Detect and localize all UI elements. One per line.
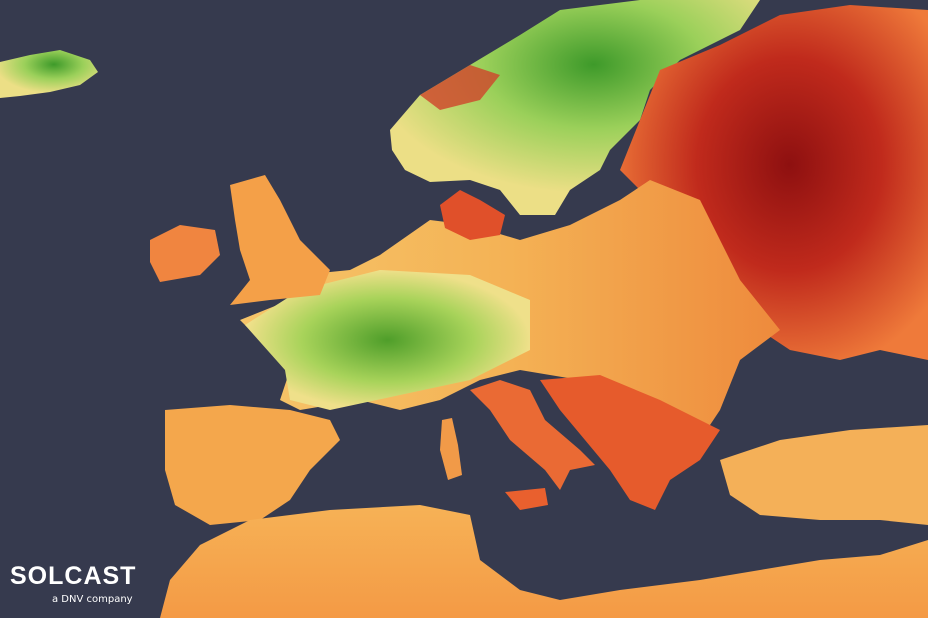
logo-tagline: a DNV company bbox=[52, 594, 133, 605]
great-britain bbox=[230, 175, 330, 305]
iceland bbox=[0, 50, 98, 98]
france-germany bbox=[245, 270, 530, 410]
turkey bbox=[720, 425, 928, 525]
scandinavia-west-coast bbox=[420, 65, 500, 110]
scandinavia bbox=[390, 0, 760, 215]
solcast-logo: SOLCAST a DNV company bbox=[10, 563, 136, 605]
corsica-sardinia bbox=[440, 418, 462, 480]
iberia bbox=[165, 405, 340, 525]
sicily bbox=[505, 488, 548, 510]
north-africa bbox=[160, 505, 928, 618]
italy bbox=[470, 380, 595, 490]
ireland bbox=[150, 225, 220, 282]
balkans bbox=[540, 375, 720, 510]
denmark bbox=[440, 190, 505, 240]
logo-brand: SOLCAST bbox=[10, 562, 137, 590]
